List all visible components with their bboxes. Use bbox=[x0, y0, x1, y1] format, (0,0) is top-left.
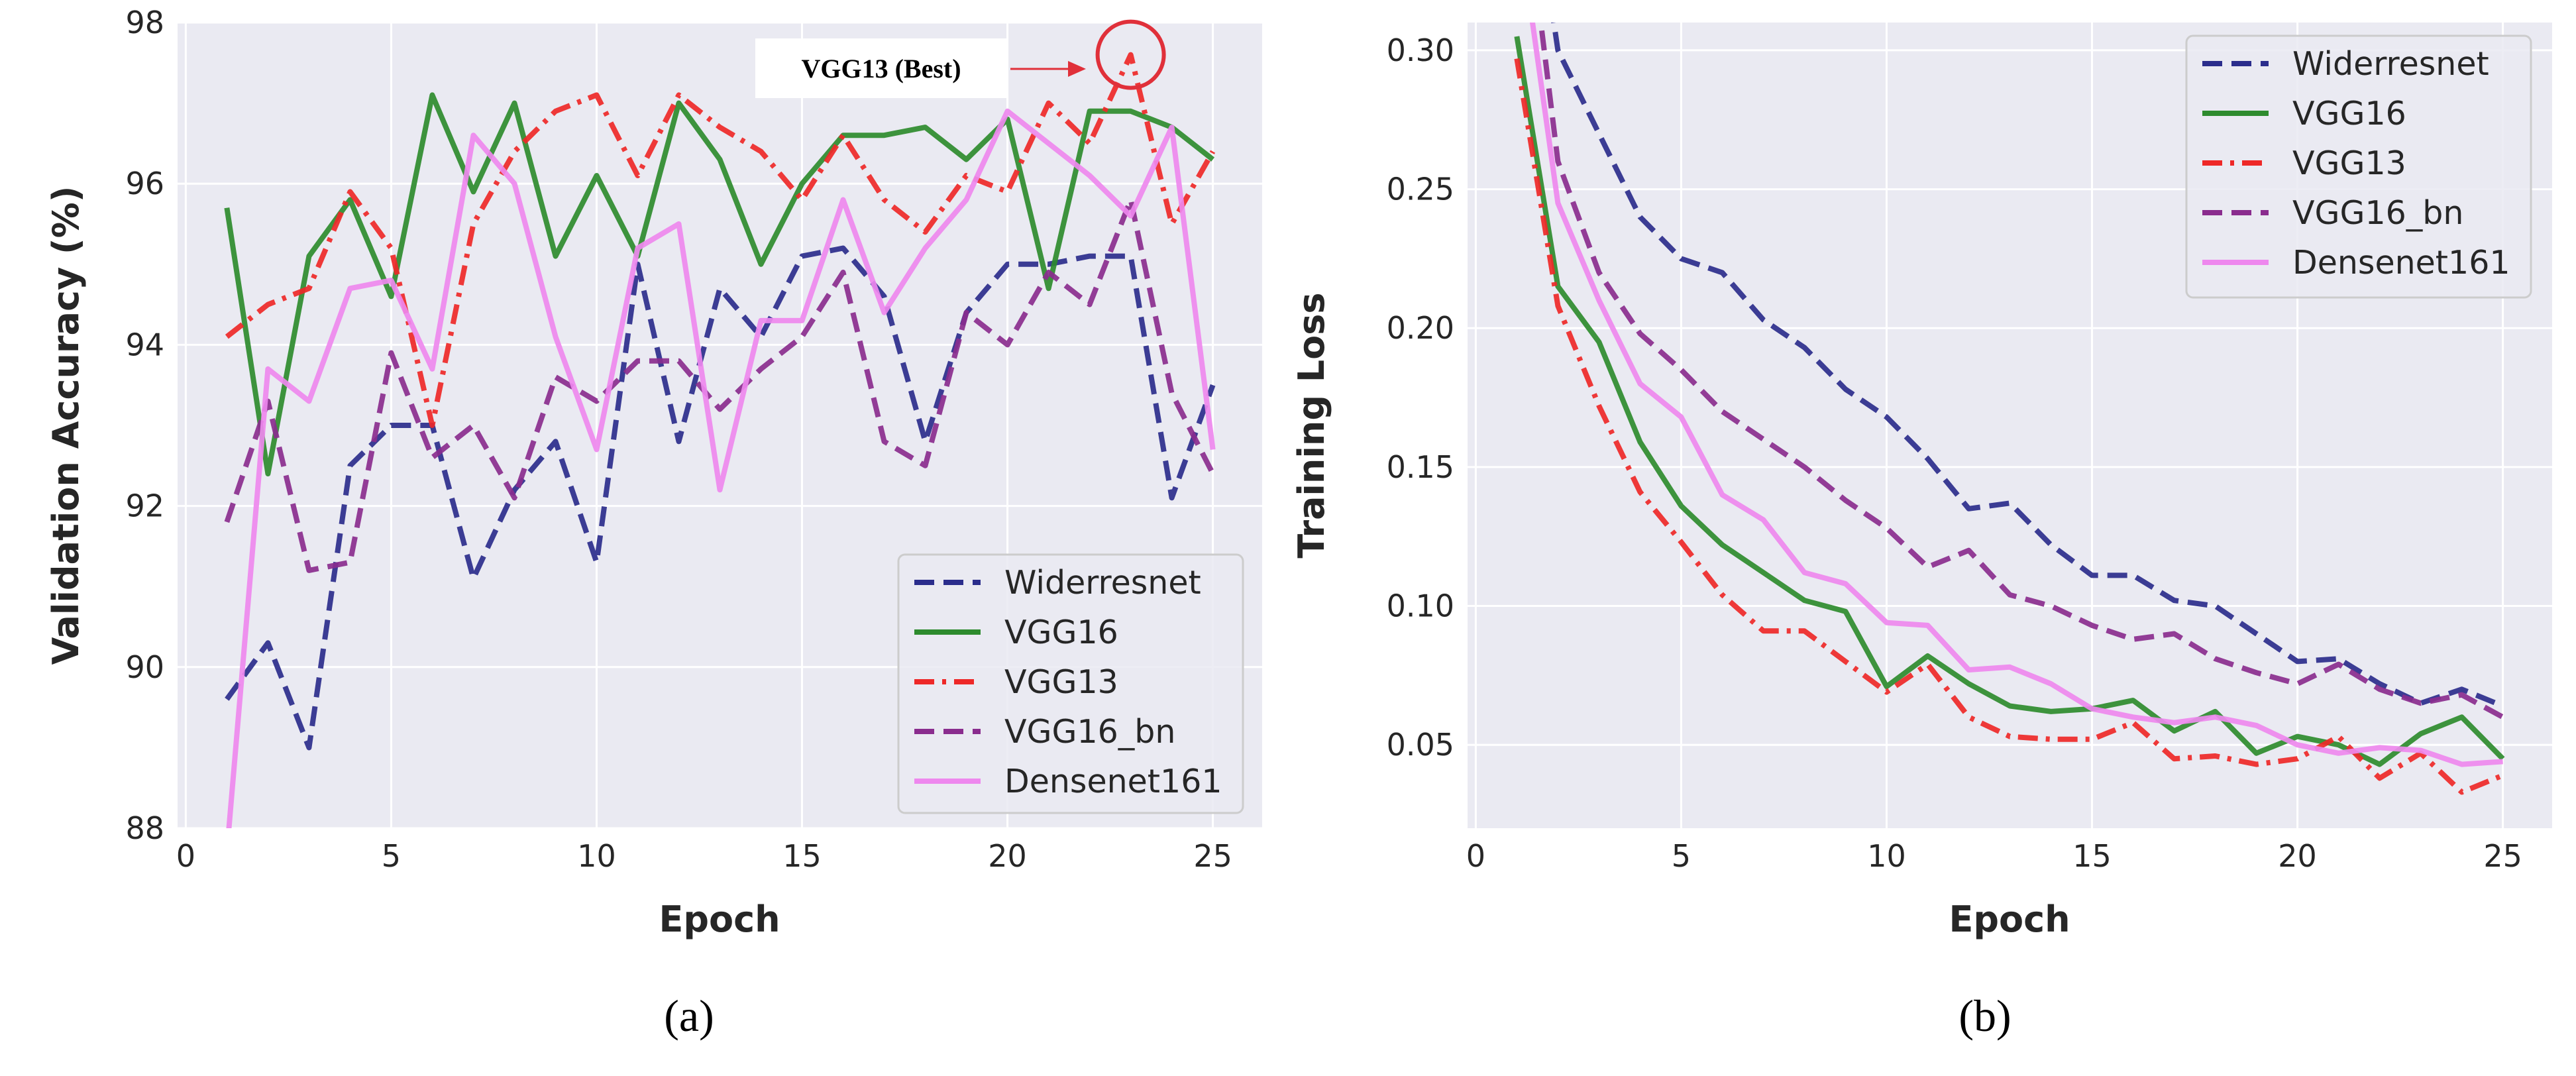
series-line-vgg16 bbox=[224, 92, 1215, 476]
y-tick-label: 0.05 bbox=[1387, 727, 1454, 763]
series-line-densenet161 bbox=[226, 108, 1216, 828]
legend-frame bbox=[897, 553, 1244, 814]
x-tick-label: 20 bbox=[988, 838, 1027, 874]
y-tick-label: 98 bbox=[125, 5, 164, 40]
x-axis-title-b: Epoch bbox=[1949, 898, 2070, 940]
legend-label: VGG16_bn bbox=[1004, 713, 1175, 751]
legend-label: VGG13 bbox=[2292, 144, 2406, 182]
legend-label: Widerresnet bbox=[1004, 564, 1201, 602]
legend-label: Densenet161 bbox=[2292, 244, 2510, 282]
y-tick-label: 96 bbox=[125, 166, 164, 201]
y-tick-label: 88 bbox=[125, 810, 164, 846]
caption-a: (a) bbox=[664, 991, 714, 1041]
annotation-circle bbox=[1095, 19, 1166, 90]
x-tick-label: 10 bbox=[1867, 838, 1906, 874]
x-tick-label: 5 bbox=[382, 838, 401, 874]
chart-panel-a: 0 5 10 15 20 25 88 90 92 94 96 98 Epoch Validation … bbox=[45, 5, 1262, 1041]
series-line-vgg16 bbox=[1514, 36, 2505, 767]
y-tick-label: 0.25 bbox=[1387, 172, 1454, 207]
series-line-densenet161 bbox=[1529, 23, 2503, 767]
y-tick-label: 0.15 bbox=[1387, 449, 1454, 485]
series-line-vgg16_bn bbox=[1538, 23, 2504, 720]
legend-a: Widerresnet VGG16 VGG13 VGG16_bn Densenet161 bbox=[897, 553, 1244, 814]
series-line-vgg16_bn bbox=[224, 197, 1216, 573]
series-a bbox=[224, 52, 1216, 828]
y-tick-label: 92 bbox=[125, 488, 164, 524]
x-tick-label: 20 bbox=[2278, 838, 2317, 874]
grid-b bbox=[1468, 23, 2552, 828]
annotation-label: VGG13 (Best) bbox=[801, 54, 961, 83]
legend-label: VGG16_bn bbox=[2292, 194, 2463, 232]
legend-b: Widerresnet VGG16 VGG13 VGG16_bn Densenet161 bbox=[2185, 34, 2532, 299]
y-tick-label: 0.30 bbox=[1387, 32, 1454, 68]
annotation-box bbox=[755, 38, 1007, 98]
x-tick-label: 5 bbox=[1672, 838, 1691, 874]
series-line-vgg13 bbox=[225, 52, 1216, 428]
y-tick-label: 94 bbox=[125, 327, 164, 362]
x-tick-label: 25 bbox=[2483, 838, 2522, 874]
legend-label: VGG13 bbox=[1004, 663, 1118, 701]
x-tick-label: 0 bbox=[1466, 838, 1485, 874]
x-axis-title-a: Epoch bbox=[659, 898, 780, 940]
x-tick-label: 15 bbox=[782, 838, 822, 874]
x-tick-label: 0 bbox=[176, 838, 195, 874]
legend-frame bbox=[2185, 34, 2532, 299]
series-b bbox=[1514, 23, 2505, 795]
x-tick-label: 25 bbox=[1193, 838, 1232, 874]
y-tick-label: 90 bbox=[125, 649, 164, 685]
ticks-a: 0 5 10 15 20 25 88 90 92 94 96 98 bbox=[125, 5, 1232, 874]
ticks-b: 0 5 10 15 20 25 0.05 0.10 0.15 0.20 0.25 0.30 bbox=[1387, 32, 2522, 874]
y-axis-title-a: Validation Accuracy (%) bbox=[45, 186, 87, 665]
legend-label: VGG16 bbox=[2292, 95, 2406, 133]
y-axis-title-b: Training Loss bbox=[1291, 292, 1332, 558]
series-line-vgg13 bbox=[1514, 58, 2504, 795]
best-annotation: VGG13 (Best) bbox=[755, 19, 1166, 98]
y-tick-label: 0.20 bbox=[1387, 310, 1454, 346]
series-line-widerresnet bbox=[225, 245, 1216, 751]
x-tick-label: 10 bbox=[577, 838, 616, 874]
y-tick-label: 0.10 bbox=[1387, 588, 1454, 624]
caption-b: (b) bbox=[1959, 991, 2011, 1041]
legend-label: Densenet161 bbox=[1004, 763, 1222, 800]
legend-label: Widerresnet bbox=[2292, 45, 2489, 83]
chart-panel-b: 0 5 10 15 20 25 0.05 0.10 0.15 0.20 0.25 0.30 Epoch… bbox=[1291, 23, 2552, 1041]
legend-label: VGG16 bbox=[1004, 614, 1118, 651]
x-tick-label: 15 bbox=[2072, 838, 2112, 874]
series-line-widerresnet bbox=[1551, 23, 2504, 709]
